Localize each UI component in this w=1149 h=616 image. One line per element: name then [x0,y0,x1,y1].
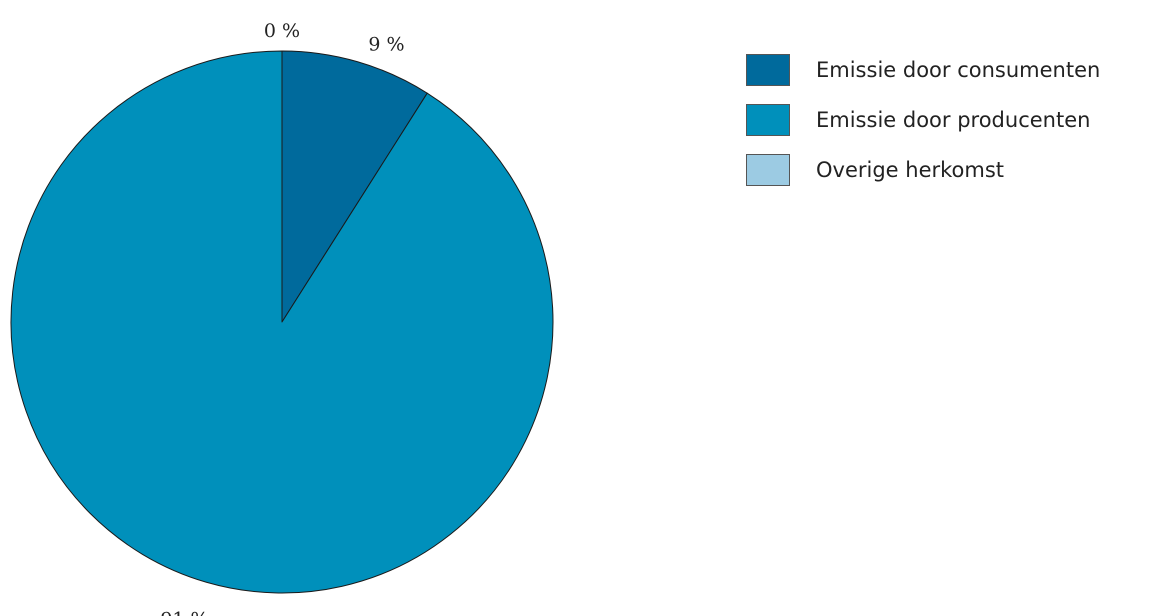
pie-slice-emissie-door-producenten [10,50,554,594]
pie-labels: 9 % 91 % 0 % [160,20,404,616]
legend-item-other: Overige herkomst [746,153,1100,187]
pie-label-emissie-door-consumenten: 9 % [368,33,404,55]
pie-label-emissie-door-producenten: 91 % [160,609,208,616]
legend-swatch-consumers [746,54,790,86]
legend-swatch-other [746,154,790,186]
pie-slices [10,50,554,594]
legend-item-producers: Emissie door producenten [746,103,1100,137]
legend-item-consumers: Emissie door consumenten [746,53,1100,87]
legend-label-consumers: Emissie door consumenten [816,58,1101,82]
legend: Emissie door consumenten Emissie door pr… [746,53,1100,203]
pie-label-overige-herkomst: 0 % [264,20,300,42]
legend-label-producers: Emissie door producenten [816,108,1091,132]
pie-slice-emissie-door-consumenten [281,50,428,323]
legend-swatch-producers [746,104,790,136]
legend-label-other: Overige herkomst [816,158,1005,182]
